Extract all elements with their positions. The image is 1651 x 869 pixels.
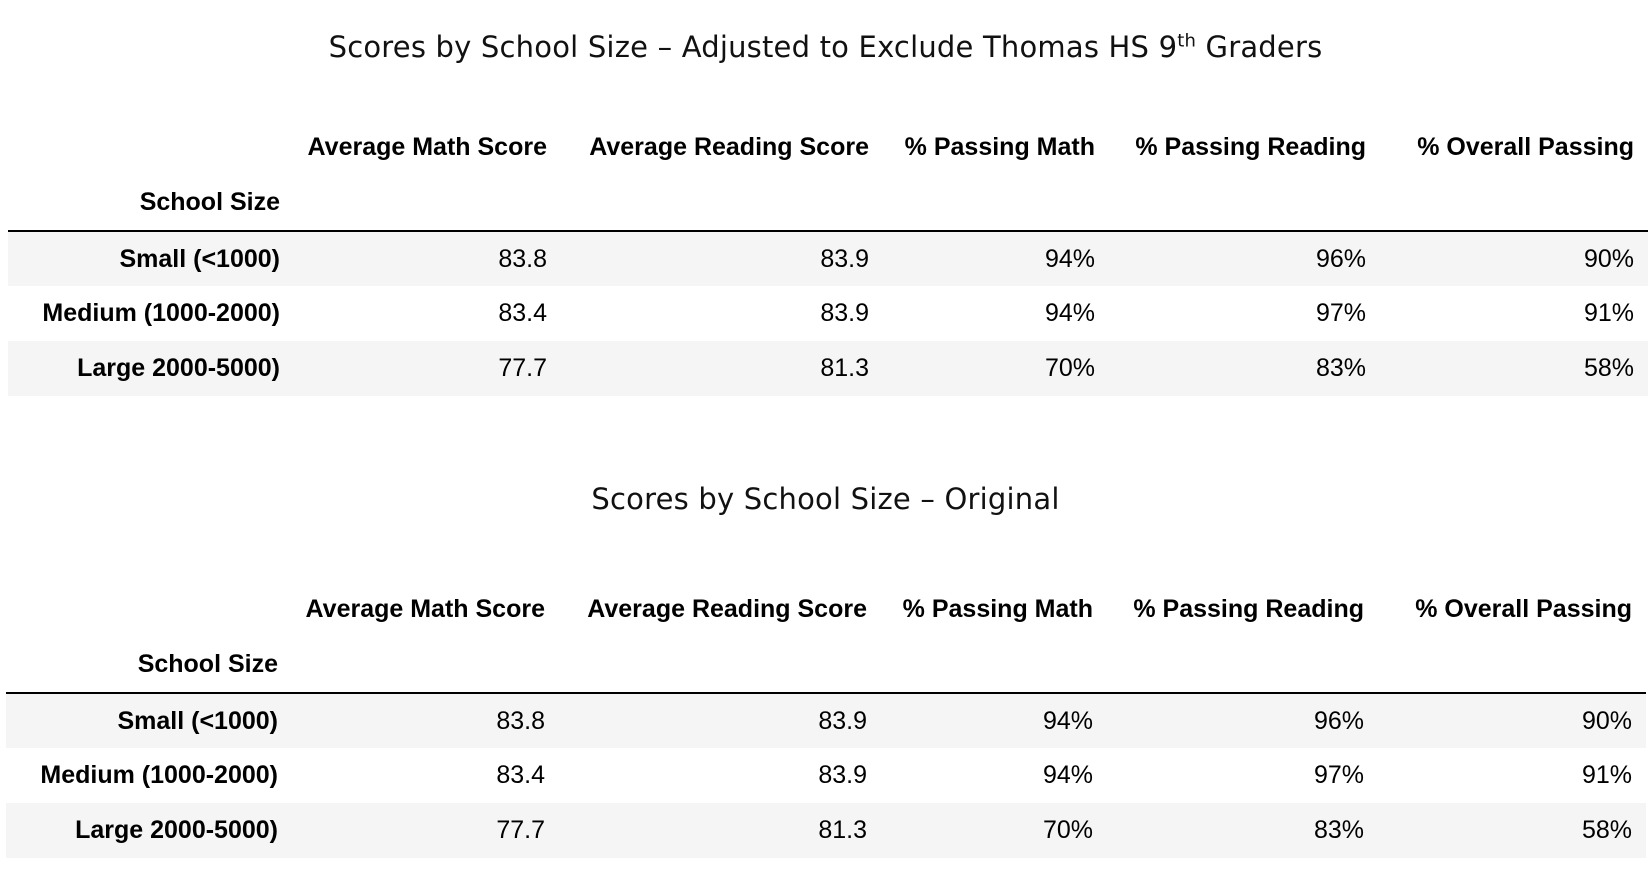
cell: 83.4 bbox=[498, 299, 547, 327]
table-row: Medium (1000-2000) 83.4 83.9 94% 97% 91% bbox=[6, 748, 1646, 803]
table-row: Small (<1000) 83.8 83.9 94% 96% 90% bbox=[8, 231, 1648, 286]
cell: 58% bbox=[1581, 816, 1632, 844]
table-2-col-header: Average Math Score bbox=[305, 595, 545, 623]
table-row: Small (<1000) 83.8 83.9 94% 96% 90% bbox=[6, 693, 1646, 748]
cell: 97% bbox=[1315, 299, 1366, 327]
cell: 97% bbox=[1313, 761, 1364, 789]
table-2-header-row: Average Math Score Average Reading Score… bbox=[6, 582, 1646, 637]
cell: 83.9 bbox=[820, 244, 869, 273]
cell: 91% bbox=[1583, 299, 1634, 327]
table-2-col-header: Average Reading Score bbox=[587, 595, 867, 623]
table-2-title-main: Scores by School Size – Original bbox=[591, 482, 1060, 516]
table-1-index-name-row: School Size bbox=[8, 175, 1648, 231]
table-1-title-main: Scores by School Size – Adjusted to Excl… bbox=[328, 30, 1178, 64]
table-2-col-header: % Overall Passing bbox=[1415, 595, 1632, 623]
table-1-col-header: Average Math Score bbox=[307, 133, 547, 161]
table-1-title-tail: Graders bbox=[1196, 30, 1323, 64]
cell: 90% bbox=[1583, 244, 1634, 273]
table-1-title-superscript: th bbox=[1177, 30, 1197, 52]
cell: 83.8 bbox=[498, 244, 547, 273]
cell: 83.9 bbox=[820, 299, 869, 327]
table-1-col-header: % Overall Passing bbox=[1417, 133, 1634, 161]
cell: 94% bbox=[1042, 761, 1093, 789]
cell: 58% bbox=[1583, 354, 1634, 382]
cell: 77.7 bbox=[496, 816, 545, 844]
table-1-col-header: % Passing Reading bbox=[1135, 133, 1366, 161]
table-1-header-corner bbox=[8, 120, 294, 175]
table-2: Average Math Score Average Reading Score… bbox=[6, 582, 1646, 858]
table-1-col-header: % Passing Math bbox=[904, 133, 1095, 161]
table-row: Large 2000-5000) 77.7 81.3 70% 83% 58% bbox=[8, 341, 1648, 396]
cell: 94% bbox=[1044, 299, 1095, 327]
cell: 77.7 bbox=[498, 354, 547, 382]
table-2-index-name-row: School Size bbox=[6, 637, 1646, 693]
cell: 83.8 bbox=[496, 706, 545, 735]
table-row: Medium (1000-2000) 83.4 83.9 94% 97% 91% bbox=[8, 286, 1648, 341]
table-1-index-name: School Size bbox=[139, 188, 280, 216]
row-label: Small (<1000) bbox=[117, 706, 278, 735]
table-1: Average Math Score Average Reading Score… bbox=[8, 120, 1648, 396]
row-label: Large 2000-5000) bbox=[75, 816, 278, 844]
cell: 70% bbox=[1042, 816, 1093, 844]
cell: 96% bbox=[1313, 706, 1364, 735]
row-label: Large 2000-5000) bbox=[77, 354, 280, 382]
cell: 83.4 bbox=[496, 761, 545, 789]
table-1-col-header: Average Reading Score bbox=[589, 133, 869, 161]
row-label: Medium (1000-2000) bbox=[40, 761, 278, 789]
table-2-col-header: % Passing Reading bbox=[1133, 595, 1364, 623]
table-1-header-row: Average Math Score Average Reading Score… bbox=[8, 120, 1648, 175]
table-2-col-header: % Passing Math bbox=[902, 595, 1093, 623]
row-label: Medium (1000-2000) bbox=[42, 299, 280, 327]
cell: 83% bbox=[1313, 816, 1364, 844]
table-2-header-corner bbox=[6, 582, 292, 637]
cell: 83.9 bbox=[818, 706, 867, 735]
table-row: Large 2000-5000) 77.7 81.3 70% 83% 58% bbox=[6, 803, 1646, 858]
cell: 81.3 bbox=[820, 354, 869, 382]
row-label: Small (<1000) bbox=[119, 244, 280, 273]
cell: 83.9 bbox=[818, 761, 867, 789]
cell: 94% bbox=[1044, 244, 1095, 273]
table-2-title: Scores by School Size – Original bbox=[0, 482, 1651, 516]
table-2-index-name: School Size bbox=[137, 650, 278, 678]
cell: 91% bbox=[1581, 761, 1632, 789]
cell: 90% bbox=[1581, 706, 1632, 735]
cell: 81.3 bbox=[818, 816, 867, 844]
cell: 83% bbox=[1315, 354, 1366, 382]
cell: 96% bbox=[1315, 244, 1366, 273]
cell: 70% bbox=[1044, 354, 1095, 382]
cell: 94% bbox=[1042, 706, 1093, 735]
table-1-title: Scores by School Size – Adjusted to Excl… bbox=[0, 30, 1651, 64]
